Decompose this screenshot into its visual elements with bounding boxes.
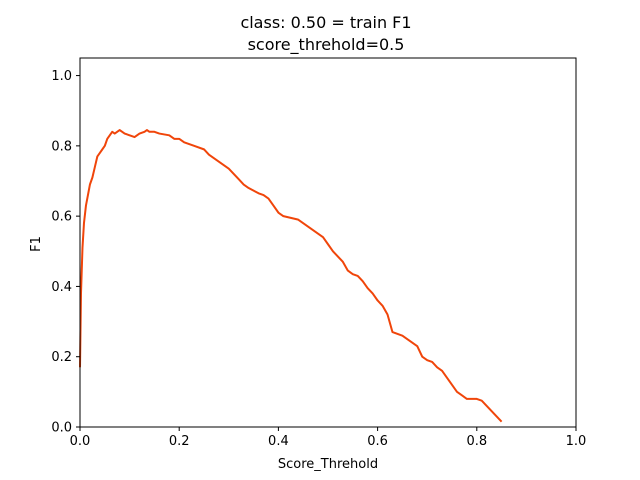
x-tick-label-5: 1.0 [566,434,587,449]
y-tick-label-0: 0.0 [51,421,72,436]
x-axis-label: Score_Threhold [278,457,378,472]
y-tick-label-3: 0.6 [51,210,72,225]
y-tick-label-1: 0.2 [51,350,72,365]
chart-subtitle: score_threhold=0.5 [248,35,405,55]
y-tick-label-4: 0.8 [51,139,72,154]
x-tick-label-4: 0.8 [466,434,487,449]
series-line-0 [79,129,503,423]
y-tick-label-2: 0.4 [51,280,72,295]
y-axis-label: F1 [29,236,44,252]
x-tick-label-1: 0.2 [169,434,190,449]
chart-title: class: 0.50 = train F1 [240,13,411,32]
axes-frame [79,57,577,428]
x-tick-label-3: 0.6 [367,434,388,449]
plot-area: 0.0 0.2 0.4 0.6 0.8 1.0 0.0 0.2 0.4 0.6 0.8 1.0 [51,57,587,449]
x-tick-label-2: 0.4 [268,434,289,449]
y-tick-label-5: 1.0 [51,69,72,84]
x-tick-label-0: 0.0 [70,434,91,449]
